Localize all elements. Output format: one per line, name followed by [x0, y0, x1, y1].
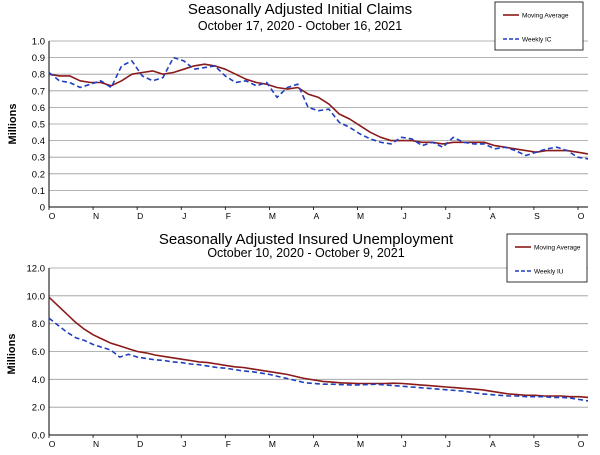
y-tick-label: 0.5	[32, 120, 45, 131]
y-tick-label: 8.0	[32, 319, 45, 330]
legend-label: Weekly IC	[522, 37, 552, 44]
chart-subtitle: October 10, 2020 - October 9, 2021	[207, 246, 404, 260]
x-tick-label: J	[447, 211, 451, 221]
x-tick-label: F	[226, 439, 231, 449]
chart-legend: Moving Average Weekly IC	[494, 1, 584, 51]
x-tick-label: O	[578, 211, 585, 221]
chart-title: Seasonally Adjusted Initial Claims	[188, 1, 412, 18]
x-tick-label: A	[314, 439, 320, 449]
x-tick-label: O	[49, 211, 56, 221]
x-tick-label: D	[137, 211, 143, 221]
series-line-moving-average	[48, 63, 589, 155]
x-tick-label: N	[93, 211, 99, 221]
x-tick-label: M	[269, 439, 276, 449]
x-tick-label: J	[182, 439, 186, 449]
y-tick-label: 0.3	[32, 153, 45, 164]
x-tick-label: M	[357, 211, 364, 221]
y-tick-label: 0.1	[32, 186, 45, 197]
chart-subtitle: October 17, 2020 - October 16, 2021	[198, 19, 402, 33]
y-tick-label: 1.0	[32, 37, 45, 48]
x-tick-label: N	[93, 439, 99, 449]
x-tick-label: M	[269, 211, 276, 221]
x-tick-label: J	[447, 439, 451, 449]
y-axis-label: Millions	[6, 334, 18, 375]
legend-label: Moving Average	[522, 13, 569, 20]
series-line-weekly	[48, 317, 589, 402]
y-axis-label: Millions	[7, 104, 19, 145]
legend-box	[494, 1, 584, 51]
x-tick-label: A	[490, 439, 496, 449]
chart-legend: Moving Average Weekly IU	[506, 233, 588, 283]
y-tick-label: 6.0	[32, 347, 45, 358]
x-tick-label: F	[226, 211, 231, 221]
y-tick-label: 0.2	[32, 169, 45, 180]
y-tick-label: 0.4	[32, 136, 45, 147]
y-tick-label: 0.6	[32, 103, 45, 114]
y-tick-label: 4.0	[32, 375, 45, 386]
x-tick-label: O	[49, 439, 56, 449]
x-tick-label: S	[534, 211, 540, 221]
x-tick-label: J	[403, 439, 407, 449]
y-tick-label: 2.0	[32, 403, 45, 414]
x-tick-label: J	[182, 211, 186, 221]
insured-unemployment-chart: Seasonally Adjusted Insured Unemployment…	[6, 231, 589, 449]
x-tick-label: A	[314, 211, 320, 221]
y-tick-label: 0.7	[32, 86, 45, 97]
legend-box	[506, 233, 588, 283]
legend-label: Moving Average	[534, 245, 581, 252]
legend-label: Weekly IU	[534, 269, 564, 276]
y-tick-label: 0	[40, 203, 45, 214]
x-tick-label: D	[137, 439, 143, 449]
x-tick-label: O	[578, 439, 585, 449]
y-tick-label: 0.9	[32, 53, 45, 64]
chart-title: Seasonally Adjusted Insured Unemployment	[159, 231, 454, 248]
y-tick-label: 10.0	[27, 291, 46, 302]
y-tick-label: 0.8	[32, 70, 45, 81]
x-tick-label: J	[403, 211, 407, 221]
initial-claims-chart: Seasonally Adjusted Initial Claims Octob…	[7, 1, 589, 221]
y-tick-label: 12.0	[27, 264, 46, 275]
x-tick-label: S	[534, 439, 540, 449]
series-line-weekly	[48, 56, 589, 160]
series-line-moving-average	[48, 296, 589, 399]
x-tick-label: A	[490, 211, 496, 221]
y-tick-label: 0.0	[32, 431, 45, 442]
x-tick-label: M	[357, 439, 364, 449]
